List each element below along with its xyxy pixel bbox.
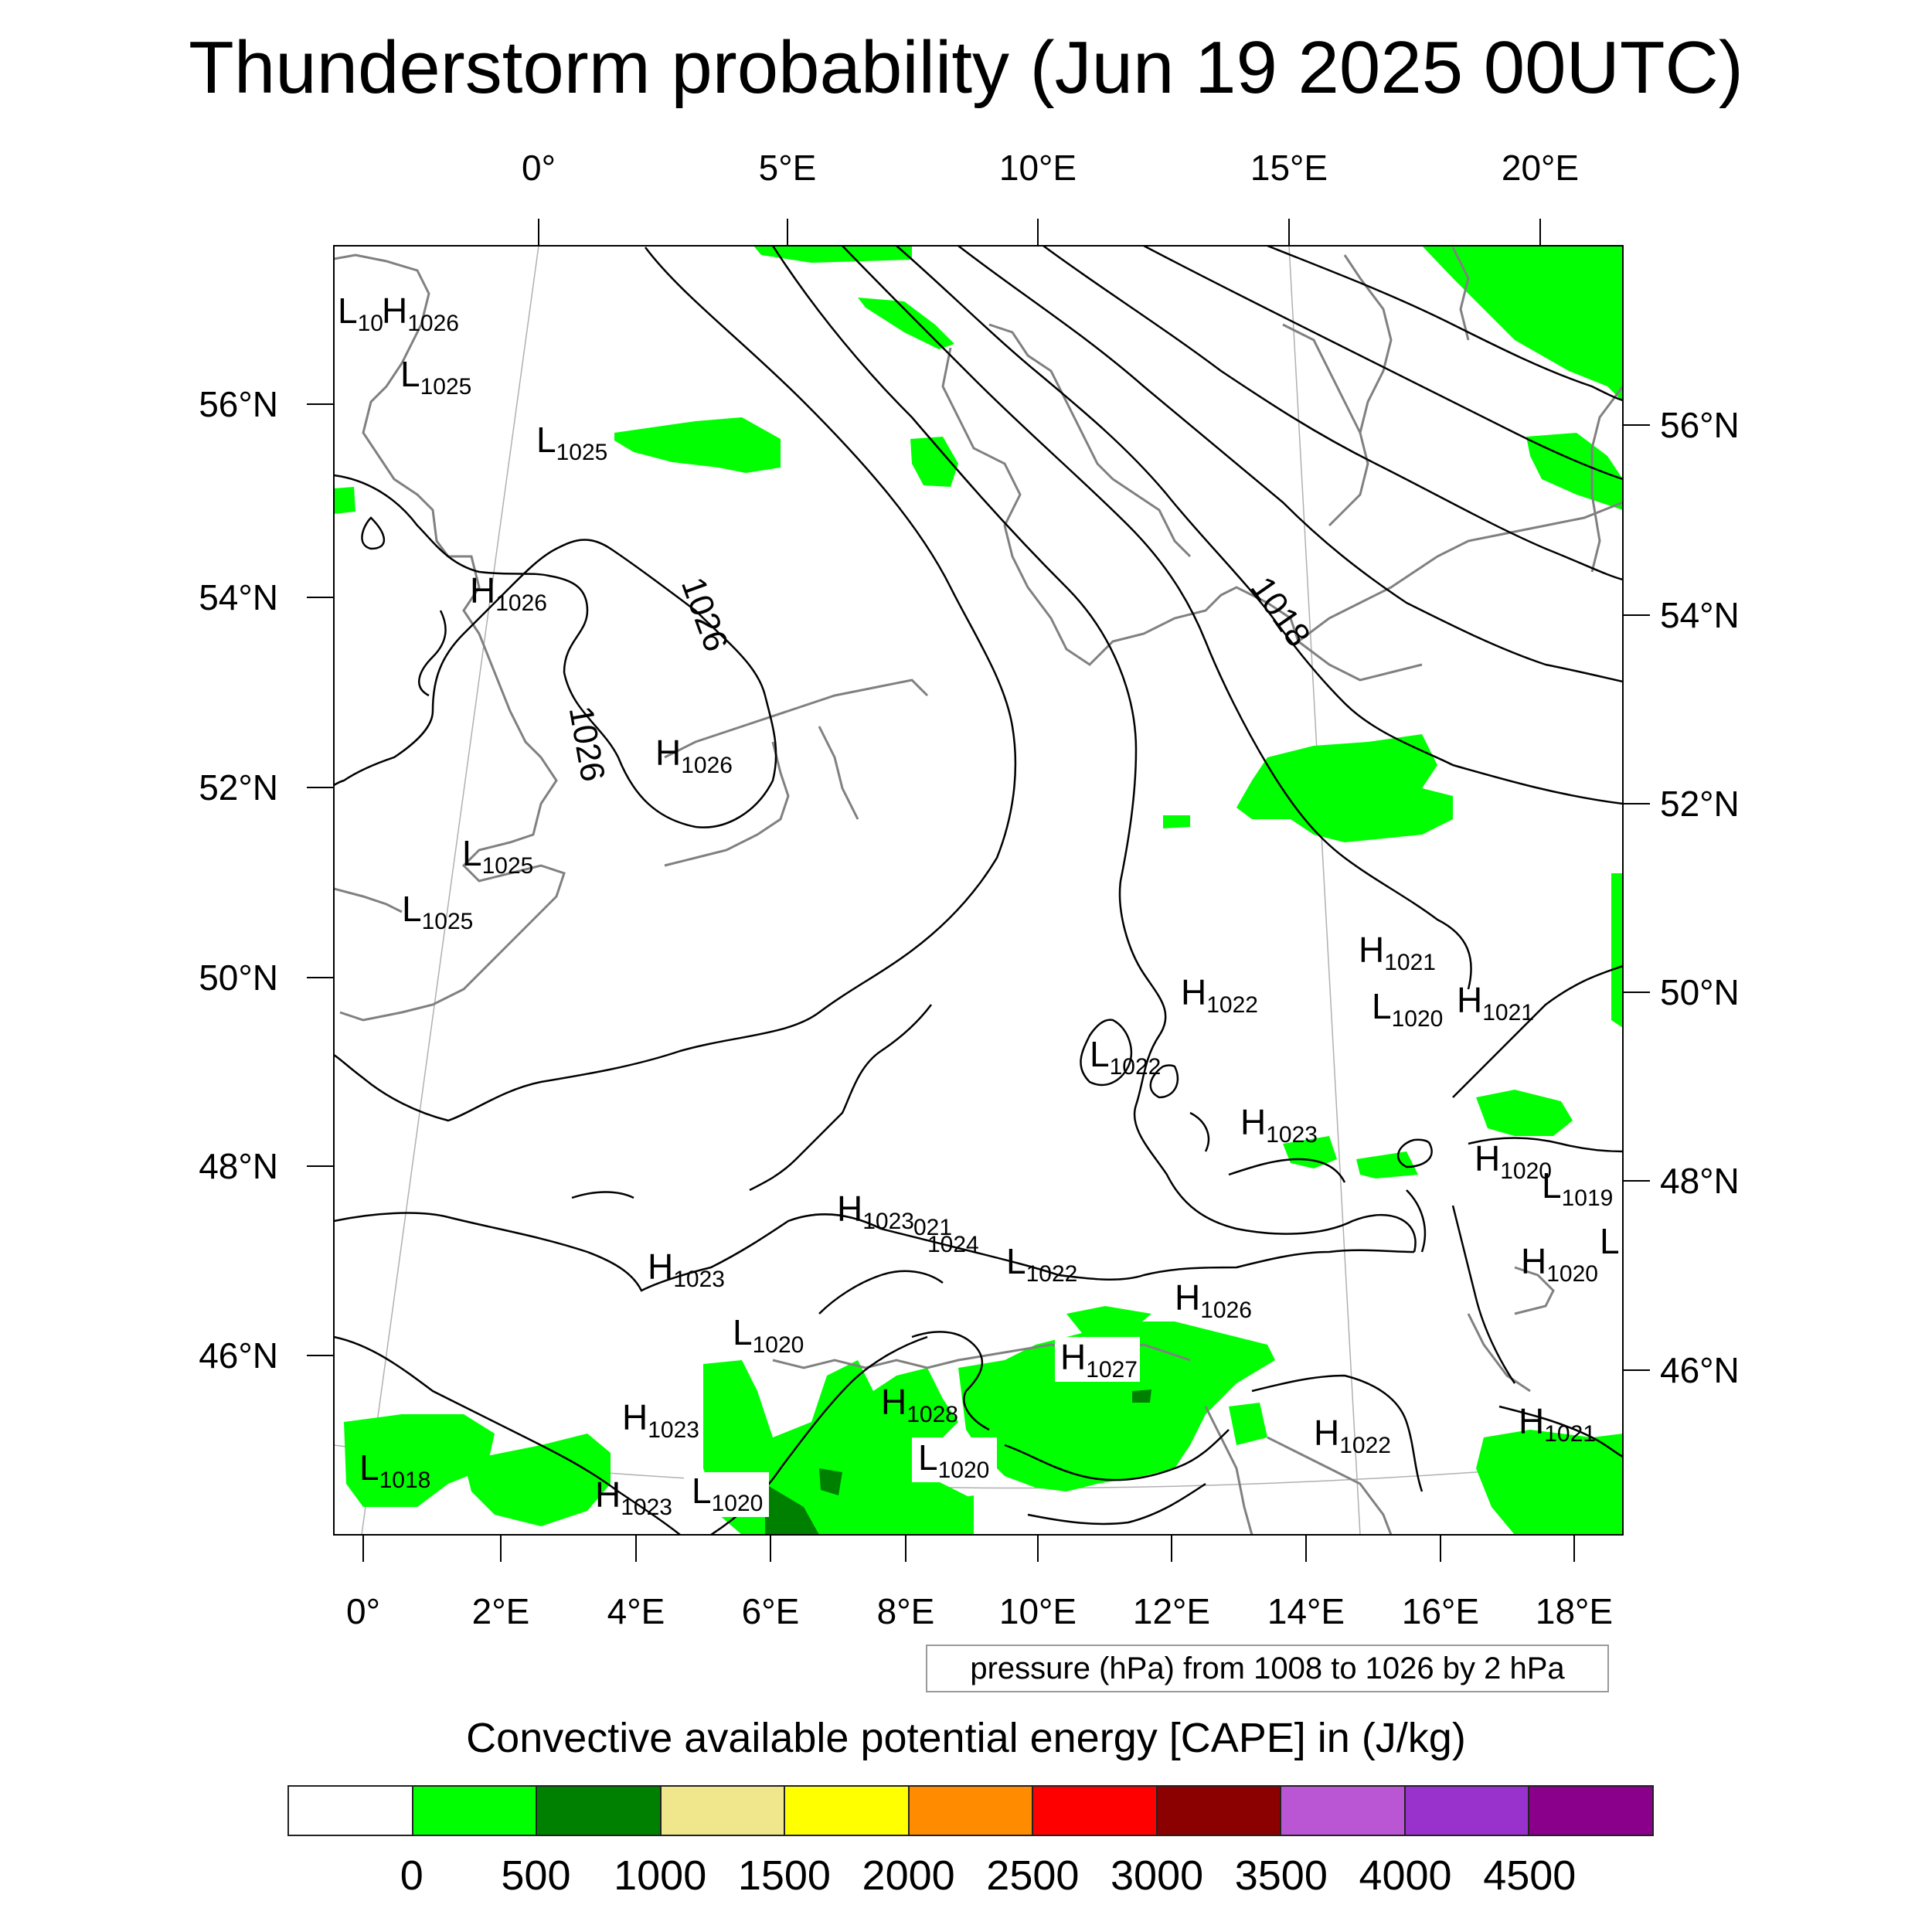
- colorbar-label: 1500: [737, 1852, 831, 1899]
- pressure-center-label: L1020: [918, 1437, 989, 1483]
- lat-label-right: 54°N: [1660, 595, 1740, 635]
- lat-label-right: 52°N: [1660, 784, 1740, 824]
- lon-label-bottom: 2°E: [471, 1591, 530, 1631]
- pressure-center-label: L10: [338, 291, 383, 336]
- pressure-center-label: L1022: [1006, 1241, 1077, 1287]
- lon-label-bottom: 10°E: [998, 1591, 1077, 1631]
- lon-label-bottom: 14°E: [1267, 1591, 1345, 1631]
- pressure-center-label: H1021: [1359, 930, 1436, 975]
- pressure-center-label: H1027: [1060, 1337, 1138, 1383]
- lon-label-bottom: 6°E: [741, 1591, 800, 1631]
- pressure-center-label: H1022: [1181, 972, 1258, 1018]
- colorbar-label: 0: [400, 1852, 423, 1899]
- pressure-center-label: H1023: [1240, 1102, 1318, 1148]
- colorbar-label: 2000: [862, 1852, 955, 1899]
- partial-label: 1024: [927, 1232, 979, 1257]
- pressure-center-label: L1025: [462, 833, 533, 879]
- pressure-center-label: L1020: [1372, 986, 1443, 1032]
- lon-label-top: 10°E: [998, 148, 1077, 188]
- pressure-center-label: H1021: [1519, 1401, 1596, 1447]
- colorbar-label: 1000: [614, 1852, 707, 1899]
- lat-label-right: 48°N: [1660, 1161, 1740, 1201]
- pressure-center-label: L1019: [1542, 1165, 1613, 1211]
- colorbar-swatch: [289, 1787, 413, 1835]
- pressure-center-label: L1022: [1090, 1034, 1161, 1080]
- lon-label-bottom: 0°: [346, 1591, 380, 1631]
- lat-label-right: 56°N: [1660, 405, 1740, 445]
- pressure-center-label: L: [1600, 1221, 1620, 1261]
- lon-label-bottom: 12°E: [1132, 1591, 1211, 1631]
- colorbar-label: 4000: [1359, 1852, 1452, 1899]
- pressure-center-label: H1026: [1175, 1277, 1252, 1323]
- lat-label-left: 46°N: [199, 1335, 278, 1376]
- lon-label-top: 15°E: [1250, 148, 1328, 188]
- colorbar-swatch: [413, 1787, 538, 1835]
- pressure-center-label: H1026: [470, 570, 547, 616]
- partial-label: 021: [913, 1215, 952, 1240]
- pressure-center-label: L1018: [359, 1447, 430, 1493]
- pressure-center-label: H1021: [1457, 980, 1534, 1026]
- colorbar-swatch: [1033, 1787, 1158, 1835]
- pressure-center-label: L1025: [402, 889, 473, 934]
- colorbar-swatch: [1405, 1787, 1530, 1835]
- map-frame: [333, 245, 1624, 1536]
- pressure-center-label: H1020: [1521, 1241, 1598, 1287]
- chart-title: Thunderstorm probability (Jun 19 2025 00…: [189, 26, 1743, 109]
- pressure-centers: L10 H1026 L1025 L1025 H1026 H1026 L1025 …: [338, 291, 1620, 1520]
- lon-label-bottom: 16°E: [1401, 1591, 1480, 1631]
- lat-label-left: 50°N: [199, 957, 278, 998]
- lon-label-top: 5°E: [758, 148, 817, 188]
- pressure-center-label: H1023: [837, 1189, 914, 1234]
- lat-label-left: 52°N: [199, 767, 278, 808]
- lon-label-top: 0°: [522, 148, 556, 188]
- colorbar-swatch: [909, 1787, 1034, 1835]
- axis-ticks: [307, 219, 1650, 1562]
- colorbar-swatch: [1157, 1787, 1282, 1835]
- pressure-center-label: L1025: [400, 354, 471, 400]
- pressure-center-label: H1023: [595, 1475, 672, 1520]
- isobars: [334, 246, 1623, 1535]
- pressure-center-label: H1026: [655, 733, 733, 778]
- pressure-center-label: L1020: [733, 1312, 804, 1358]
- cape-shading-dark: [765, 1389, 1151, 1535]
- pressure-center-label: L1025: [536, 420, 607, 465]
- colorbar-swatch: [1281, 1787, 1406, 1835]
- pressure-center-label: H1023: [648, 1247, 725, 1292]
- lon-label-bottom: 8°E: [876, 1591, 935, 1631]
- colorbar-swatch: [1529, 1787, 1653, 1835]
- colorbar-swatch: [537, 1787, 662, 1835]
- lat-label-left: 48°N: [199, 1146, 278, 1186]
- cape-shading: [334, 246, 1623, 1535]
- colorbar-swatch: [661, 1787, 786, 1835]
- lat-label-left: 56°N: [199, 384, 278, 424]
- lat-label-left: 54°N: [199, 577, 278, 617]
- pressure-note: pressure (hPa) from 1008 to 1026 by 2 hP…: [926, 1645, 1609, 1692]
- colorbar-title: Convective available potential energy [C…: [466, 1715, 1466, 1761]
- lat-label-right: 50°N: [1660, 972, 1740, 1012]
- pressure-center-label: L1020: [692, 1471, 763, 1516]
- colorbar-swatch: [785, 1787, 910, 1835]
- colorbar-label: 2500: [986, 1852, 1080, 1899]
- colorbar-label: 500: [501, 1852, 571, 1899]
- pressure-center-label: H1026: [382, 291, 459, 336]
- lon-label-bottom: 4°E: [607, 1591, 665, 1631]
- pressure-center-label: H1020: [1475, 1138, 1552, 1184]
- colorbar-label: 3000: [1111, 1852, 1204, 1899]
- pressure-center-label: H1028: [881, 1382, 958, 1427]
- lat-label-right: 46°N: [1660, 1350, 1740, 1390]
- pressure-center-label: H1023: [622, 1397, 699, 1443]
- lon-label-top: 20°E: [1501, 148, 1580, 188]
- colorbar: [287, 1785, 1654, 1836]
- lon-label-bottom: 18°E: [1535, 1591, 1614, 1631]
- colorbar-label: 4500: [1483, 1852, 1577, 1899]
- pressure-center-label: H1022: [1314, 1413, 1391, 1458]
- colorbar-label: 3500: [1234, 1852, 1328, 1899]
